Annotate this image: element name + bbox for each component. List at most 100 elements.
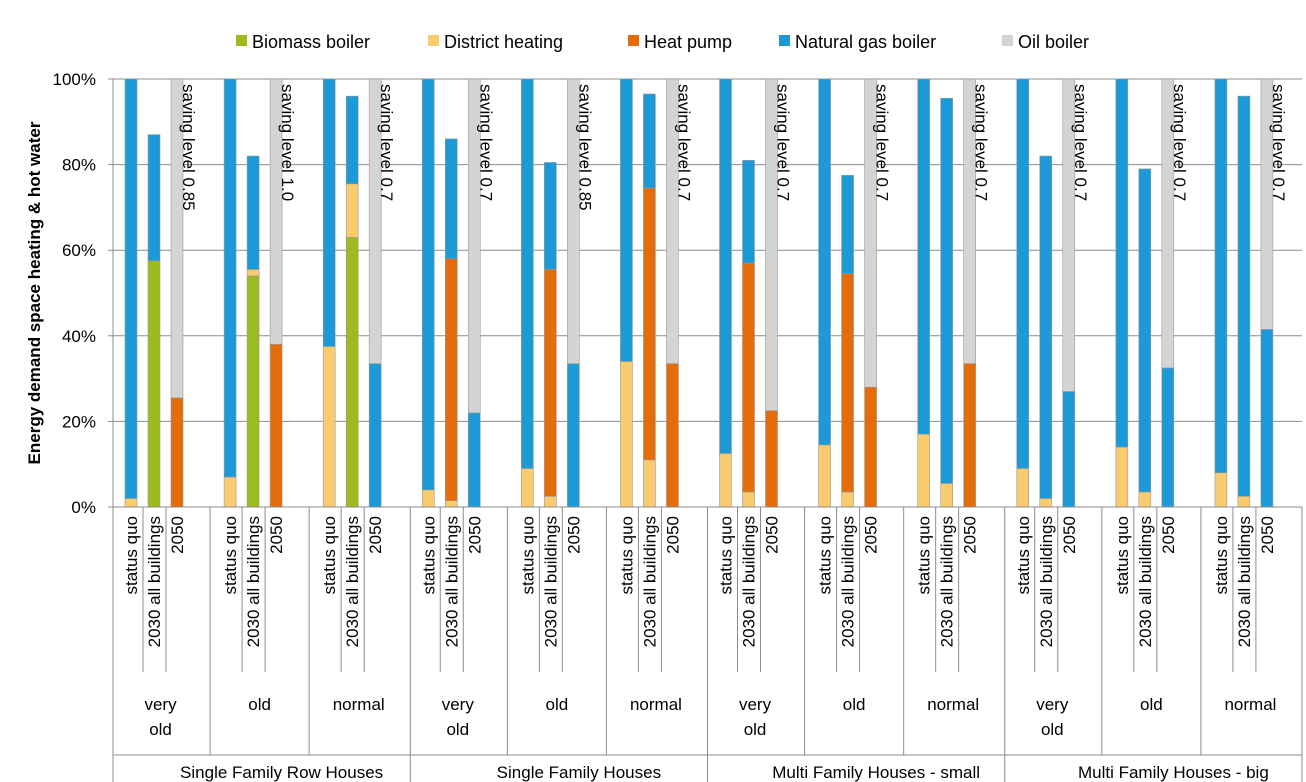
x-tick-label-multi-family-houses-big-normal-status-quo: status quo	[1212, 516, 1231, 594]
x-age-label-single-family-row-houses-normal-line0: normal	[333, 695, 385, 714]
bar-single-family-houses-normal-2050-heat-pump	[666, 363, 679, 508]
x-tick-label-single-family-row-houses-very-old-status-quo: status quo	[122, 516, 141, 594]
y-tick-label-0: 0%	[71, 498, 96, 517]
legend-label-heat-pump: Heat pump	[644, 32, 732, 52]
bar-single-family-row-houses-normal-2050-oil-boiler	[368, 78, 382, 364]
bar-single-family-row-houses-normal-2030-all-buildings-district-heating	[345, 183, 359, 238]
bar-single-family-houses-very-old-2050-oil-boiler	[467, 78, 481, 414]
x-tick-label-single-family-houses-old-2050: 2050	[564, 516, 583, 554]
saving-level-label-multi-family-houses-big-normal: saving level 0.7	[1269, 84, 1288, 201]
bar-multi-family-houses-small-normal-status-quo-natural-gas-boiler	[917, 78, 930, 435]
bar-multi-family-houses-small-old-2030-all-buildings-heat-pump	[841, 273, 854, 493]
bar-single-family-row-houses-old-2050-heat-pump	[269, 344, 283, 508]
x-age-label-single-family-houses-very-old-line0: very	[442, 695, 475, 714]
bar-single-family-row-houses-old-2050-oil-boiler	[269, 78, 283, 345]
x-tick-label-multi-family-houses-small-very-old-2030-all-buildings: 2030 all buildings	[740, 516, 759, 647]
bar-single-family-row-houses-very-old-status-quo-district-heating	[124, 498, 138, 508]
x-tick-label-multi-family-houses-small-normal-2050: 2050	[961, 516, 980, 554]
saving-level-label-single-family-row-houses-very-old: saving level 0.85	[179, 84, 198, 211]
bar-multi-family-houses-small-normal-2030-all-buildings-district-heating	[940, 483, 953, 508]
bar-multi-family-houses-big-normal-2030-all-buildings-district-heating	[1237, 495, 1251, 508]
bar-multi-family-houses-small-old-2050-oil-boiler	[864, 78, 877, 388]
bar-single-family-row-houses-normal-2050-natural-gas-boiler	[368, 363, 382, 508]
x-tick-label-multi-family-houses-big-old-2030-all-buildings: 2030 all buildings	[1136, 516, 1155, 647]
bar-multi-family-houses-big-normal-2030-all-buildings-natural-gas-boiler	[1237, 95, 1251, 497]
saving-level-label-single-family-houses-normal: saving level 0.7	[674, 84, 693, 201]
bar-multi-family-houses-big-very-old-status-quo-district-heating	[1016, 468, 1030, 508]
bar-multi-family-houses-big-old-status-quo-district-heating	[1115, 446, 1129, 508]
x-tick-label-single-family-houses-normal-status-quo: status quo	[617, 516, 636, 594]
y-tick-label-20: 20%	[62, 412, 96, 431]
bar-multi-family-houses-small-normal-status-quo-district-heating	[917, 433, 930, 508]
bar-single-family-houses-normal-status-quo-district-heating	[620, 361, 633, 508]
bar-multi-family-houses-small-old-status-quo-district-heating	[818, 444, 831, 508]
x-tick-label-single-family-row-houses-old-2030-all-buildings: 2030 all buildings	[244, 516, 263, 647]
x-tick-label-multi-family-houses-small-very-old-status-quo: status quo	[717, 516, 736, 594]
bar-single-family-row-houses-normal-2030-all-buildings-biomass-boiler	[345, 237, 359, 508]
bar-single-family-houses-old-2030-all-buildings-district-heating	[544, 495, 557, 508]
saving-level-label-single-family-row-houses-old: saving level 1.0	[278, 84, 297, 201]
legend-label-district-heating: District heating	[444, 32, 563, 52]
bar-single-family-houses-very-old-2050-natural-gas-boiler	[467, 412, 481, 508]
bar-multi-family-houses-small-very-old-status-quo-district-heating	[719, 453, 732, 508]
bar-multi-family-houses-small-old-2030-all-buildings-natural-gas-boiler	[841, 175, 854, 275]
bar-multi-family-houses-big-very-old-2030-all-buildings-natural-gas-boiler	[1039, 155, 1053, 499]
bar-single-family-houses-very-old-2030-all-buildings-natural-gas-boiler	[444, 138, 458, 260]
chart-legend: Biomass boiler District heating Heat pump N…	[236, 32, 1089, 52]
bar-single-family-row-houses-very-old-2030-all-buildings-biomass-boiler	[147, 260, 161, 508]
x-age-label-multi-family-houses-big-very-old-line0: very	[1036, 695, 1069, 714]
x-tick-label-single-family-row-houses-very-old-2050: 2050	[168, 516, 187, 554]
saving-level-label-multi-family-houses-small-very-old: saving level 0.7	[774, 84, 793, 201]
bar-multi-family-houses-small-very-old-2030-all-buildings-heat-pump	[742, 262, 755, 493]
x-age-label-multi-family-houses-small-very-old-line0: very	[739, 695, 772, 714]
legend-label-biomass-boiler: Biomass boiler	[252, 32, 370, 52]
x-age-label-multi-family-houses-big-very-old-line1: old	[1041, 720, 1064, 739]
bar-multi-family-houses-big-old-2050-oil-boiler	[1161, 78, 1175, 369]
bar-single-family-houses-very-old-status-quo-natural-gas-boiler	[421, 78, 435, 491]
bar-single-family-row-houses-very-old-2050-oil-boiler	[170, 78, 184, 399]
y-tick-label-80: 80%	[62, 156, 96, 175]
bar-single-family-row-houses-old-status-quo-district-heating	[223, 476, 237, 508]
x-tick-label-multi-family-houses-small-normal-2030-all-buildings: 2030 all buildings	[938, 516, 957, 647]
bar-single-family-row-houses-normal-status-quo-district-heating	[322, 346, 336, 508]
saving-level-label-multi-family-houses-big-old: saving level 0.7	[1170, 84, 1189, 201]
bar-single-family-houses-normal-2030-all-buildings-district-heating	[643, 459, 656, 508]
bar-multi-family-houses-small-normal-2050-heat-pump	[963, 363, 976, 508]
saving-level-label-single-family-houses-old: saving level 0.85	[575, 84, 594, 211]
bar-multi-family-houses-small-old-2050-heat-pump	[864, 386, 877, 508]
legend-swatch-oil-boiler	[1002, 35, 1013, 46]
x-tick-label-single-family-houses-normal-2030-all-buildings: 2030 all buildings	[640, 516, 659, 647]
saving-level-label-single-family-houses-very-old: saving level 0.7	[476, 84, 495, 201]
y-axis-ticks: 0% 20% 40% 60% 80% 100%	[53, 70, 114, 517]
x-tick-label-multi-family-houses-small-old-2050: 2050	[862, 516, 881, 554]
bar-multi-family-houses-small-very-old-2030-all-buildings-natural-gas-boiler	[742, 160, 755, 264]
x-tick-label-single-family-row-houses-old-2050: 2050	[267, 516, 286, 554]
x-tick-label-single-family-houses-normal-2050: 2050	[663, 516, 682, 554]
bar-single-family-row-houses-very-old-status-quo-natural-gas-boiler	[124, 78, 138, 499]
y-axis-label: Energy demand space heating & hot water	[25, 121, 44, 464]
bar-multi-family-houses-small-normal-2050-oil-boiler	[963, 78, 976, 364]
legend-label-natural-gas-boiler: Natural gas boiler	[795, 32, 936, 52]
x-tick-label-multi-family-houses-big-normal-2030-all-buildings: 2030 all buildings	[1235, 516, 1254, 647]
legend-label-oil-boiler: Oil boiler	[1018, 32, 1089, 52]
y-tick-label-40: 40%	[62, 327, 96, 346]
saving-level-label-single-family-row-houses-normal: saving level 0.7	[377, 84, 396, 201]
bar-multi-family-houses-big-normal-2050-oil-boiler	[1260, 78, 1274, 330]
bar-multi-family-houses-big-very-old-status-quo-natural-gas-boiler	[1016, 78, 1030, 469]
x-age-label-multi-family-houses-big-old-line0: old	[1140, 695, 1163, 714]
bar-single-family-row-houses-very-old-2030-all-buildings-natural-gas-boiler	[147, 134, 161, 262]
bar-single-family-houses-old-status-quo-district-heating	[521, 468, 534, 508]
bar-multi-family-houses-small-old-2030-all-buildings-district-heating	[841, 491, 854, 508]
x-tick-label-single-family-houses-old-2030-all-buildings: 2030 all buildings	[541, 516, 560, 647]
x-tick-label-single-family-houses-very-old-2050: 2050	[465, 516, 484, 554]
x-tick-label-multi-family-houses-big-normal-2050: 2050	[1258, 516, 1277, 554]
bar-multi-family-houses-small-very-old-2030-all-buildings-district-heating	[742, 491, 755, 508]
x-tick-label-single-family-houses-very-old-status-quo: status quo	[419, 516, 438, 594]
x-age-label-single-family-houses-old-line0: old	[546, 695, 569, 714]
bar-single-family-houses-old-2030-all-buildings-heat-pump	[544, 269, 557, 497]
bar-multi-family-houses-big-very-old-2050-natural-gas-boiler	[1062, 391, 1076, 508]
bar-multi-family-houses-big-normal-status-quo-district-heating	[1214, 472, 1228, 508]
legend-swatch-heat-pump	[628, 35, 639, 46]
x-tick-label-single-family-row-houses-normal-2030-all-buildings: 2030 all buildings	[343, 516, 362, 647]
bar-multi-family-houses-big-normal-2050-natural-gas-boiler	[1260, 329, 1274, 508]
